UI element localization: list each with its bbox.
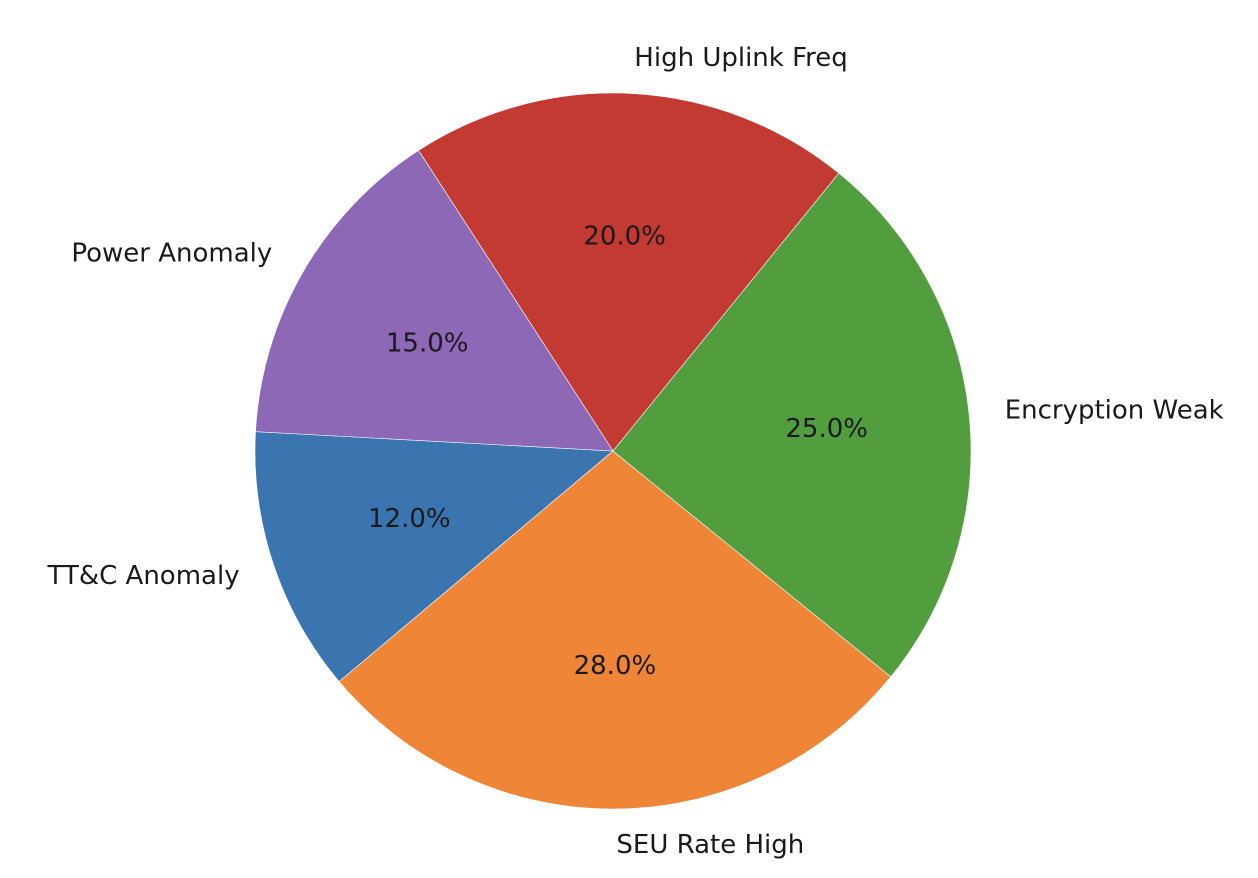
slice-label-high-uplink-freq: High Uplink Freq (634, 43, 847, 73)
slice-label-encryption-weak: Encryption Weak (1005, 396, 1224, 426)
slice-percent-encryption-weak: 25.0% (785, 414, 868, 444)
pie-slice-seu-rate-high (338, 450, 892, 810)
slice-percent-seu-rate-high: 28.0% (574, 651, 657, 681)
pie-slice-power-anomaly (255, 150, 614, 452)
slice-percent-tt-c-anomaly: 12.0% (368, 504, 451, 534)
pie-labels: TT&C Anomaly 12.0% SEU Rate High 28.0% Encry… (47, 43, 1224, 860)
pie-slice-encryption-weak (612, 172, 972, 678)
slice-label-tt-c-anomaly: TT&C Anomaly (47, 561, 240, 591)
slice-label-power-anomaly: Power Anomaly (71, 239, 272, 269)
slice-percent-power-anomaly: 15.0% (386, 328, 469, 358)
slice-percent-high-uplink-freq: 20.0% (583, 222, 666, 252)
pie-slice-high-uplink-freq (418, 92, 840, 452)
slice-label-seu-rate-high: SEU Rate High (616, 830, 804, 860)
pie-wedges (254, 92, 972, 810)
pie-slice-tt-c-anomaly (254, 431, 614, 683)
